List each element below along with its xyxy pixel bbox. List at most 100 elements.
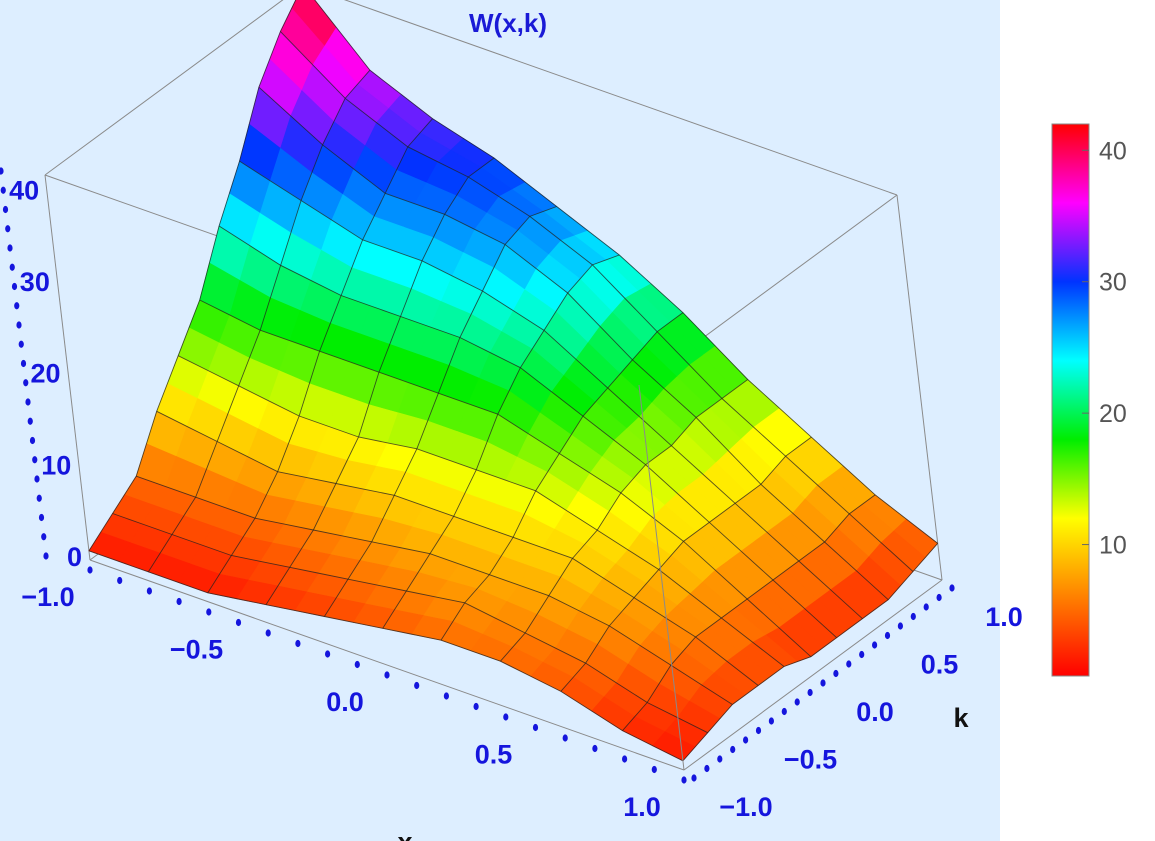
k-tick-label: −0.5 <box>784 745 837 775</box>
axis-tick-mark <box>414 681 420 690</box>
bounding-box-front <box>89 384 943 771</box>
colorbar-tick-label: 40 <box>1099 137 1127 165</box>
box-edge <box>683 579 943 771</box>
z-tick-label: 10 <box>41 450 71 480</box>
axis-tick-mark <box>923 603 929 611</box>
k-tick-label: 1.0 <box>985 602 1023 632</box>
axis-tick-mark <box>27 417 33 425</box>
x-tick-label: −1.0 <box>21 582 74 612</box>
axis-tick-mark <box>7 244 13 252</box>
box-edge <box>44 0 284 176</box>
axis-tick-mark <box>14 302 20 310</box>
mesh-line-k <box>239 160 863 620</box>
k-tick-label: 0.5 <box>921 650 959 680</box>
x-tick-label: −0.5 <box>170 635 223 665</box>
axis-tick-mark <box>325 650 331 658</box>
axis-tick-mark <box>38 513 45 522</box>
z-tick-label: 40 <box>9 175 39 205</box>
axis-tick-mark <box>743 736 749 744</box>
axis-tick-mark <box>691 774 697 782</box>
axis-tick-mark <box>781 707 787 716</box>
axis-tick-mark <box>23 379 29 387</box>
z-tick-label: 0 <box>67 542 82 572</box>
mesh-line-k <box>156 410 759 686</box>
axis-tick-mark <box>36 494 42 502</box>
axis-tick-mark <box>29 436 36 445</box>
colorbar-tick-label: 20 <box>1099 400 1127 428</box>
axis-tick-mark <box>592 744 598 753</box>
axis-tick-mark <box>833 669 839 678</box>
axis-tick-mark <box>34 475 40 483</box>
axis-tick-mark <box>235 618 242 627</box>
x-tick-label: 0.0 <box>326 687 364 717</box>
box-edge <box>896 194 943 581</box>
z-tick-label: 20 <box>31 359 61 389</box>
axis-tick-mark <box>443 692 449 700</box>
box-edge <box>44 174 91 561</box>
axis-tick-mark <box>820 679 826 687</box>
surface-mesh <box>88 0 939 762</box>
colorbar-legend: 10 20 30 40 <box>1051 123 1127 677</box>
axis-tick-mark <box>2 205 9 214</box>
box-edge <box>89 559 685 771</box>
axis-tick-mark <box>176 597 182 606</box>
x-tick-label: 1.0 <box>623 792 661 822</box>
k-tick-label: −1.0 <box>719 792 772 822</box>
axis-tick-mark <box>768 717 775 725</box>
axis-tick-mark <box>846 660 852 668</box>
box-edge <box>638 384 685 771</box>
x-axis-ticks <box>87 566 687 784</box>
axis-tick-mark <box>354 660 360 669</box>
axis-tick-mark <box>807 688 813 697</box>
axis-tick-mark <box>730 745 736 754</box>
mesh-line-k <box>112 513 708 734</box>
mesh-line-k <box>280 31 914 572</box>
axis-tick-mark <box>562 734 568 742</box>
axis-tick-mark <box>872 641 878 649</box>
axis-tick-mark <box>717 755 723 763</box>
axis-tick-mark <box>384 671 390 679</box>
mesh-line-k <box>88 550 684 762</box>
k-axis-label: k <box>953 703 969 733</box>
mesh-line-k <box>314 0 938 544</box>
mesh-line-k <box>136 475 733 705</box>
axis-tick-mark <box>704 764 710 773</box>
x-axis-label: x <box>397 827 412 841</box>
axis-tick-mark <box>5 225 11 233</box>
box-edge <box>343 0 898 196</box>
axis-tick-mark <box>503 713 509 721</box>
z-axis-ticks <box>0 167 49 560</box>
x-tick-label: 0.5 <box>475 740 513 770</box>
k-axis-ticks <box>691 584 955 782</box>
axes: −1.0 −0.5 0.0 0.5 1.0 −1.0 −0.5 0.0 0.5 1.0 0 10 20 3… <box>0 167 1023 841</box>
axis-tick-mark <box>0 167 4 175</box>
axis-tick-mark <box>295 639 301 648</box>
mesh-line-k <box>177 355 785 667</box>
axis-tick-mark <box>532 723 539 732</box>
mesh-line-k <box>258 86 889 601</box>
axis-tick-mark <box>41 533 47 541</box>
axis-tick-mark <box>25 398 31 406</box>
axis-tick-mark <box>9 263 15 271</box>
axis-tick-mark <box>622 755 628 763</box>
axis-tick-mark <box>681 776 687 784</box>
axis-tick-mark <box>117 576 123 585</box>
axis-tick-mark <box>884 631 891 640</box>
axis-tick-mark <box>32 456 38 464</box>
chart-title: W(x,k) <box>469 8 547 38</box>
axis-tick-mark <box>651 765 657 774</box>
colorbar-tick-label: 30 <box>1099 269 1127 297</box>
axis-tick-mark <box>16 321 22 329</box>
axis-tick-mark <box>473 702 479 711</box>
axis-tick-mark <box>20 359 27 368</box>
colorbar-gradient <box>1051 123 1090 677</box>
mesh-line-k <box>218 225 837 639</box>
axis-tick-mark <box>936 593 942 602</box>
axis-tick-mark <box>146 587 152 595</box>
mesh-line-k <box>199 299 812 658</box>
axis-tick-mark <box>755 726 762 735</box>
colorbar-tick-label: 10 <box>1099 532 1127 560</box>
axis-tick-mark <box>11 282 18 291</box>
k-tick-label: 0.0 <box>856 697 894 727</box>
